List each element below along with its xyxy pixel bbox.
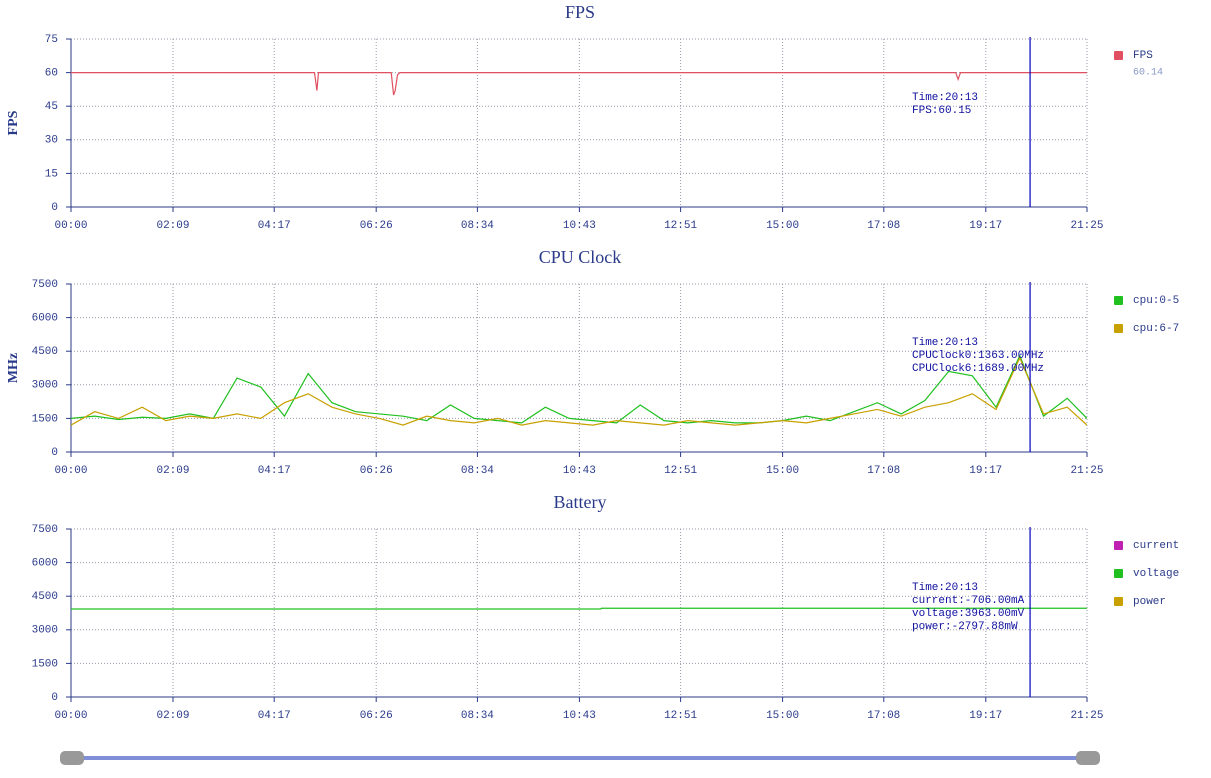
x-tick-label: 17:08 bbox=[867, 465, 900, 477]
y-axis-label: FPS bbox=[6, 110, 21, 135]
x-tick-label: 08:34 bbox=[461, 465, 494, 477]
y-tick-label: 7500 bbox=[32, 279, 58, 291]
legend-swatch bbox=[1114, 51, 1123, 60]
legend-label: FPS bbox=[1133, 50, 1153, 62]
plot-area bbox=[71, 607, 1087, 610]
y-tick-label: 6000 bbox=[32, 313, 58, 325]
x-tick-label: 21:25 bbox=[1070, 220, 1103, 232]
x-tick-label: 15:00 bbox=[766, 710, 799, 722]
tooltip-line: current:-706.00mA bbox=[912, 595, 1025, 607]
legend-swatch bbox=[1114, 541, 1123, 550]
x-tick-label: 21:25 bbox=[1070, 710, 1103, 722]
y-tick-label: 1500 bbox=[32, 413, 58, 425]
x-tick-label: 00:00 bbox=[54, 220, 87, 232]
tooltip-line: power:-2797.88mW bbox=[912, 621, 1018, 633]
x-tick-label: 06:26 bbox=[360, 710, 393, 722]
series-line bbox=[71, 354, 1087, 424]
x-tick-label: 19:17 bbox=[969, 710, 1002, 722]
x-tick-label: 04:17 bbox=[258, 710, 291, 722]
x-tick-label: 15:00 bbox=[766, 465, 799, 477]
x-tick-label: 02:09 bbox=[156, 220, 189, 232]
x-tick-label: 19:17 bbox=[969, 465, 1002, 477]
y-tick-label: 6000 bbox=[32, 558, 58, 570]
y-tick-label: 0 bbox=[51, 692, 58, 704]
plot-area bbox=[71, 72, 1087, 96]
chart-panel: Battery 0 1500 3000 4500 6000 7500 00:00 02:09 04… bbox=[32, 492, 1180, 722]
x-tick-label: 10:43 bbox=[563, 465, 596, 477]
chart-title: CPU Clock bbox=[539, 247, 622, 267]
chart-title: Battery bbox=[554, 492, 607, 512]
time-slider[interactable] bbox=[60, 751, 1100, 765]
x-tick-label: 04:17 bbox=[258, 220, 291, 232]
legend-swatch bbox=[1114, 324, 1123, 333]
x-tick-label: 19:17 bbox=[969, 220, 1002, 232]
x-tick-label: 21:25 bbox=[1070, 465, 1103, 477]
y-tick-label: 75 bbox=[45, 34, 58, 46]
x-tick-label: 12:51 bbox=[664, 710, 697, 722]
y-tick-label: 0 bbox=[51, 447, 58, 459]
slider-handle[interactable] bbox=[1076, 751, 1100, 765]
x-tick-label: 06:26 bbox=[360, 220, 393, 232]
x-tick-label: 17:08 bbox=[867, 710, 900, 722]
x-tick-label: 08:34 bbox=[461, 220, 494, 232]
chart-panel: CPU Clock MHz 0 1500 3000 4500 6000 7500 00:00 02… bbox=[6, 247, 1179, 477]
legend-label: voltage bbox=[1133, 568, 1179, 580]
slider-handle[interactable] bbox=[60, 751, 84, 765]
series-line bbox=[71, 72, 1087, 96]
legend-label: cpu:0-5 bbox=[1133, 295, 1179, 307]
tooltip-line: CPUClock6:1689.00MHz bbox=[912, 363, 1044, 375]
tooltip-line: Time:20:13 bbox=[912, 92, 978, 104]
y-tick-label: 3000 bbox=[32, 625, 58, 637]
x-tick-label: 15:00 bbox=[766, 220, 799, 232]
chart-panel: FPS FPS 0 15 30 45 60 75 00:00 02:09 04:17 06:26 08:… bbox=[6, 2, 1163, 232]
x-tick-label: 10:43 bbox=[563, 710, 596, 722]
legend-swatch bbox=[1114, 569, 1123, 578]
x-tick-label: 08:34 bbox=[461, 710, 494, 722]
x-tick-label: 02:09 bbox=[156, 465, 189, 477]
x-tick-label: 17:08 bbox=[867, 220, 900, 232]
y-tick-label: 4500 bbox=[32, 346, 58, 358]
legend-label: cpu:6-7 bbox=[1133, 323, 1179, 335]
tooltip-line: CPUClock0:1363.00MHz bbox=[912, 350, 1044, 362]
y-tick-label: 0 bbox=[51, 202, 58, 214]
y-tick-label: 15 bbox=[45, 168, 58, 180]
y-tick-label: 3000 bbox=[32, 380, 58, 392]
series-line bbox=[71, 356, 1087, 426]
tooltip-line: Time:20:13 bbox=[912, 582, 978, 594]
x-tick-label: 12:51 bbox=[664, 220, 697, 232]
y-tick-label: 7500 bbox=[32, 524, 58, 536]
y-tick-label: 45 bbox=[45, 101, 58, 113]
chart-title: FPS bbox=[565, 2, 595, 22]
x-tick-label: 02:09 bbox=[156, 710, 189, 722]
x-tick-label: 06:26 bbox=[360, 465, 393, 477]
legend-label: power bbox=[1133, 596, 1166, 608]
tooltip-line: Time:20:13 bbox=[912, 337, 978, 349]
x-tick-label: 10:43 bbox=[563, 220, 596, 232]
y-tick-label: 30 bbox=[45, 135, 58, 147]
x-tick-label: 00:00 bbox=[54, 710, 87, 722]
x-tick-label: 12:51 bbox=[664, 465, 697, 477]
tooltip-line: voltage:3963.00mV bbox=[912, 608, 1025, 620]
tooltip-line: FPS:60.15 bbox=[912, 105, 971, 117]
y-axis-label: MHz bbox=[6, 353, 21, 383]
y-tick-label: 4500 bbox=[32, 591, 58, 603]
x-tick-label: 00:00 bbox=[54, 465, 87, 477]
series-line bbox=[71, 607, 1087, 610]
y-tick-label: 60 bbox=[45, 68, 58, 80]
plot-area bbox=[71, 354, 1087, 426]
legend-label: current bbox=[1133, 540, 1179, 552]
legend-average: 60.14 bbox=[1133, 68, 1163, 79]
x-tick-label: 04:17 bbox=[258, 465, 291, 477]
y-tick-label: 1500 bbox=[32, 658, 58, 670]
legend-swatch bbox=[1114, 597, 1123, 606]
legend-swatch bbox=[1114, 296, 1123, 305]
